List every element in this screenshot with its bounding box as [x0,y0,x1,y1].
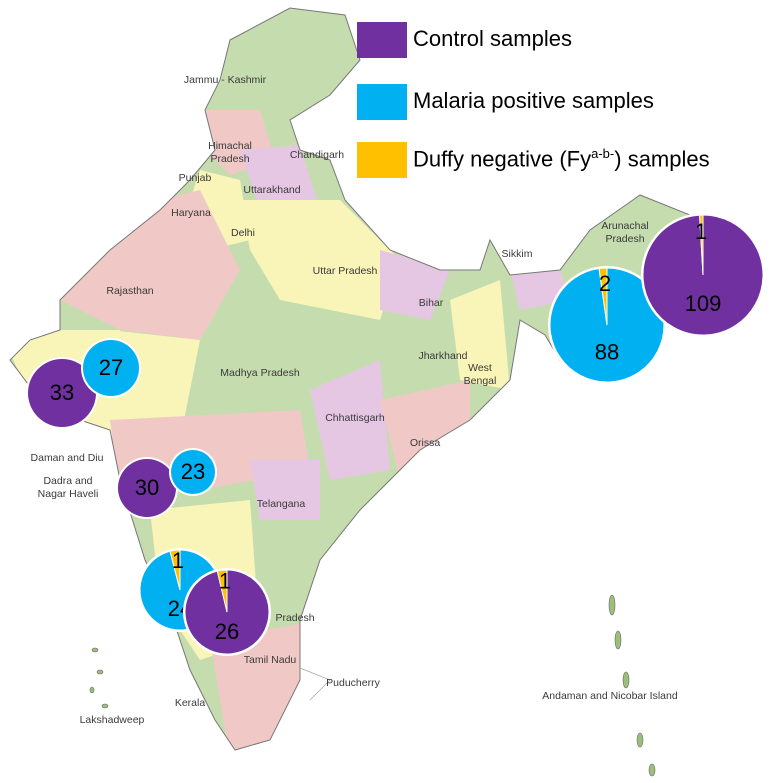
pie-slice [28,359,96,427]
legend-text: Duffy negative (Fya-b-) samples [413,146,710,172]
map-label: Chandigarh [289,149,345,161]
legend-swatch [357,142,407,178]
legend-text-part: Duffy negative (Fy [413,146,592,172]
pie-value-label: 30 [135,475,159,500]
map-label: Sikkim [501,248,533,260]
leader-lines [299,667,331,701]
pie-value-label: 88 [595,339,619,364]
map-label: West Bengal [463,362,497,387]
map-label: Delhi [231,227,255,239]
pie-value-label: 1 [219,568,231,593]
pie-value-label: 23 [181,459,205,484]
map-label: Punjab [178,172,212,184]
map-label: Chhattisgarh [325,412,385,424]
pie-value-label: 2 [599,271,611,296]
pie-value-label: 33 [50,380,74,405]
map-label: Madhya Pradesh [220,367,300,379]
pie-value-label: 27 [99,355,123,380]
map-label: Rajasthan [106,285,154,297]
pie-slice [598,267,608,326]
legend-swatch [357,22,407,58]
map-label: Telangana [256,498,306,510]
pie-slice [118,459,176,517]
pie-slice [169,549,181,591]
map-label: Lakshadweep [79,714,145,726]
map-label: Himachal Pradesh [208,140,252,165]
islands [89,594,656,777]
map-label: Dadra and Nagar Haveli [37,475,99,500]
map-label: Orissa [409,437,441,449]
pie-slice [216,569,228,613]
map-label: Jammu - Kashmir [183,74,267,86]
map-label: Daman and Diu [30,452,104,464]
map-label: Jharkhand [418,350,468,362]
pie-slice [83,340,139,396]
map-label: Andaman and Nicobar Island [542,690,678,702]
pie-value-label: 1 [695,219,707,244]
legend-text-part: a-b- [591,146,615,161]
map-label: Haryana [171,207,211,219]
legend-text: Malaria positive samples [413,88,654,113]
map-label: Tamil Nadu [243,654,297,666]
pie-slice [699,214,704,276]
map-label: Kerala [174,697,206,709]
pie-value-label: 109 [685,291,722,316]
pie-value-label: 26 [215,619,239,644]
map-label: Puducherry [326,677,380,689]
map-label: Uttar Pradesh [312,265,378,277]
legend-text-part: ) samples [614,146,710,172]
map-label: Arunachal Pradesh [601,220,649,245]
legend-text: Control samples [413,26,572,51]
map-label: Pradesh [275,612,315,624]
legend-swatch [357,84,407,120]
pie-value-label: 1 [172,548,184,573]
map-label: Uttarakhand [243,184,301,196]
map-label: Bihar [418,297,444,309]
pie-slice [171,450,215,494]
country-outline [9,7,691,751]
